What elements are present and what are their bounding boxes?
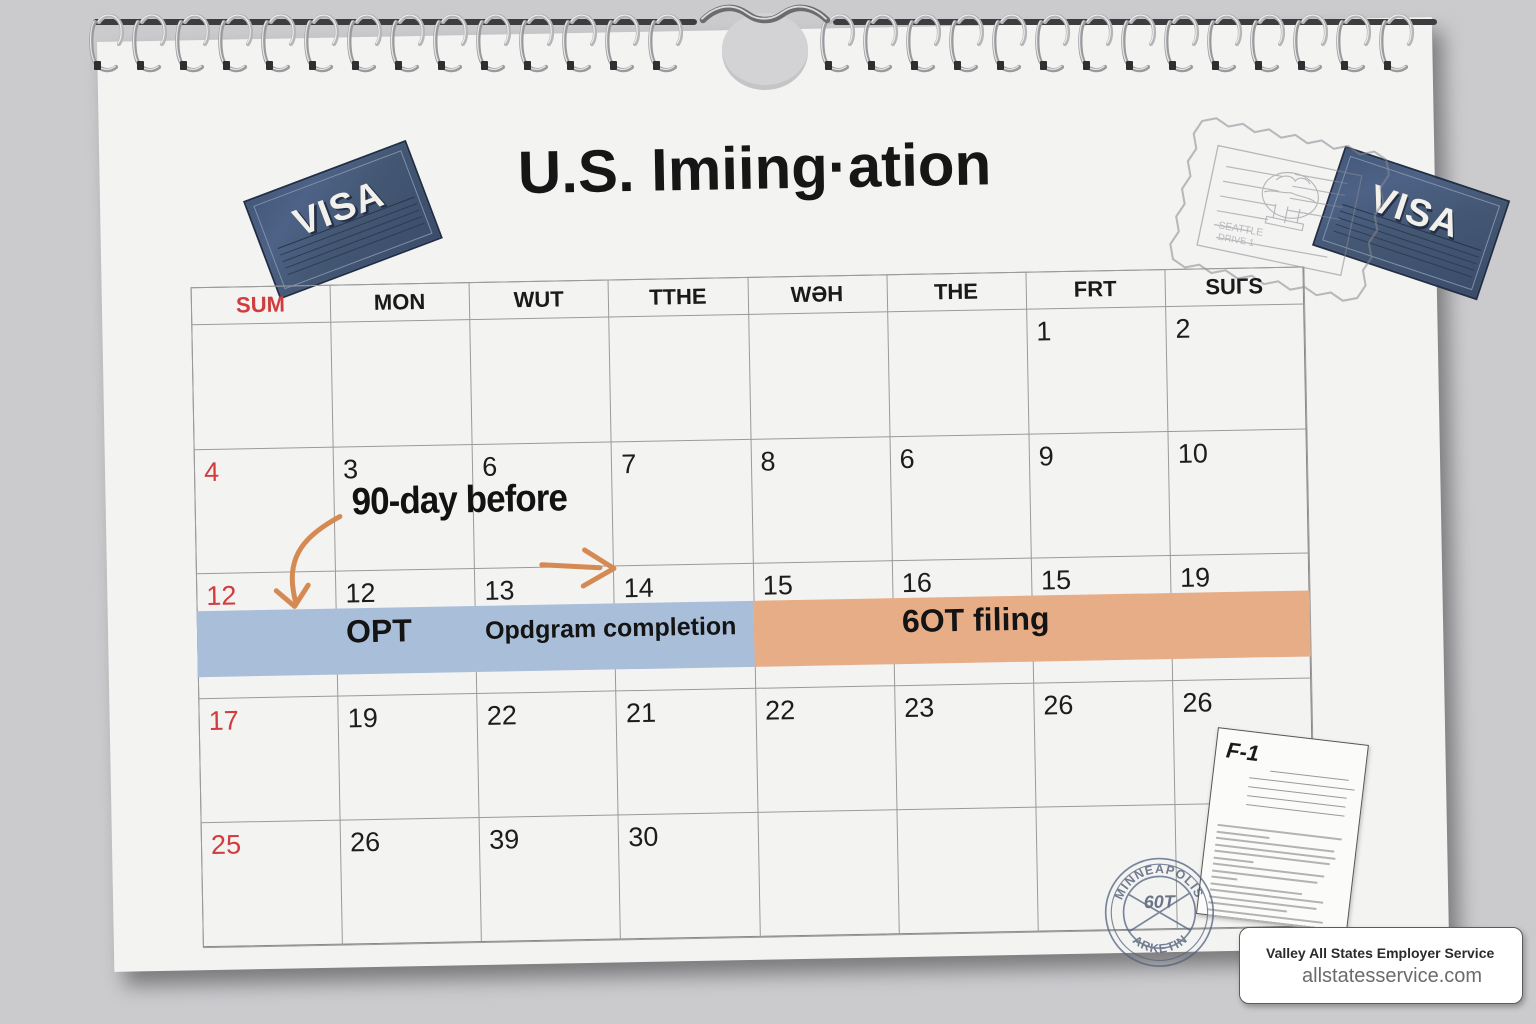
- svg-text:60T: 60T: [1144, 892, 1177, 913]
